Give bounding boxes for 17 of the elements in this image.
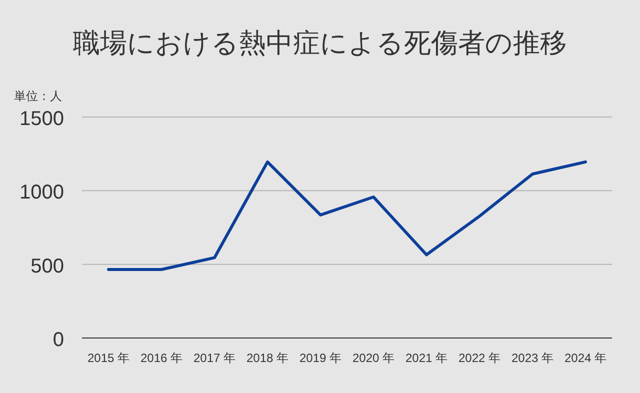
x-tick-label: 2019 年 [299,351,342,365]
x-tick-label: 2017 年 [193,351,236,365]
x-tick-label: 2021 年 [405,351,448,365]
line-series [107,160,587,271]
chart-title: 職場における熱中症による死傷者の推移 [73,28,567,58]
x-tick-label: 2015 年 [87,351,130,365]
y-tick-label: 1000 [20,182,64,204]
x-tick-label: 2018 年 [246,351,289,365]
y-axis-title: 単位：人 [14,89,62,103]
x-tick-label: 2016 年 [140,351,183,365]
y-tick-label: 500 [30,255,64,278]
y-tick-label: 1500 [20,108,64,130]
x-tick-label: 2020 年 [352,351,395,365]
y-tick-label: 0 [52,329,64,351]
x-tick-label: 2022 年 [458,351,501,365]
x-tick-label: 2024 年 [564,351,607,365]
x-tick-label: 2023 年 [511,351,554,365]
